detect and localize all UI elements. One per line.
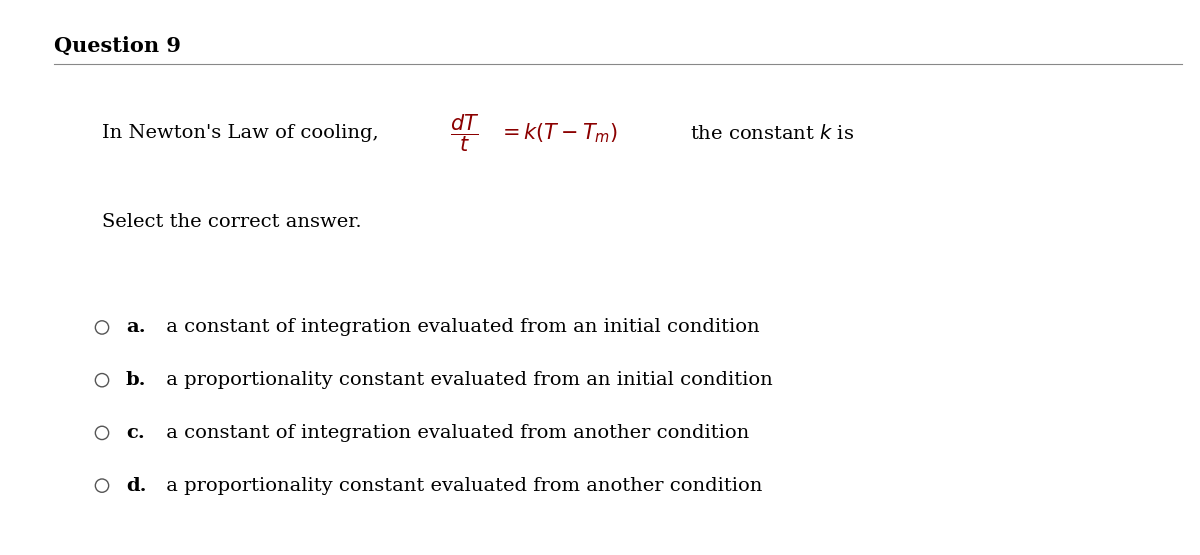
Text: $\dfrac{dT}{t}$: $\dfrac{dT}{t}$ [450, 113, 479, 154]
Text: a.: a. [126, 319, 145, 336]
Text: d.: d. [126, 477, 146, 495]
Text: a constant of integration evaluated from another condition: a constant of integration evaluated from… [160, 424, 749, 442]
Text: a proportionality constant evaluated from an initial condition: a proportionality constant evaluated fro… [160, 371, 773, 389]
Text: Select the correct answer.: Select the correct answer. [102, 213, 361, 231]
Text: In Newton's Law of cooling,: In Newton's Law of cooling, [102, 124, 379, 142]
Text: a proportionality constant evaluated from another condition: a proportionality constant evaluated fro… [160, 477, 762, 495]
Text: b.: b. [126, 371, 146, 389]
Text: $= k(T - T_m)$: $= k(T - T_m)$ [498, 122, 618, 145]
Text: Question 9: Question 9 [54, 36, 181, 56]
Text: a constant of integration evaluated from an initial condition: a constant of integration evaluated from… [160, 319, 760, 336]
Text: the constant $k$ is: the constant $k$ is [690, 124, 854, 143]
Text: c.: c. [126, 424, 145, 442]
